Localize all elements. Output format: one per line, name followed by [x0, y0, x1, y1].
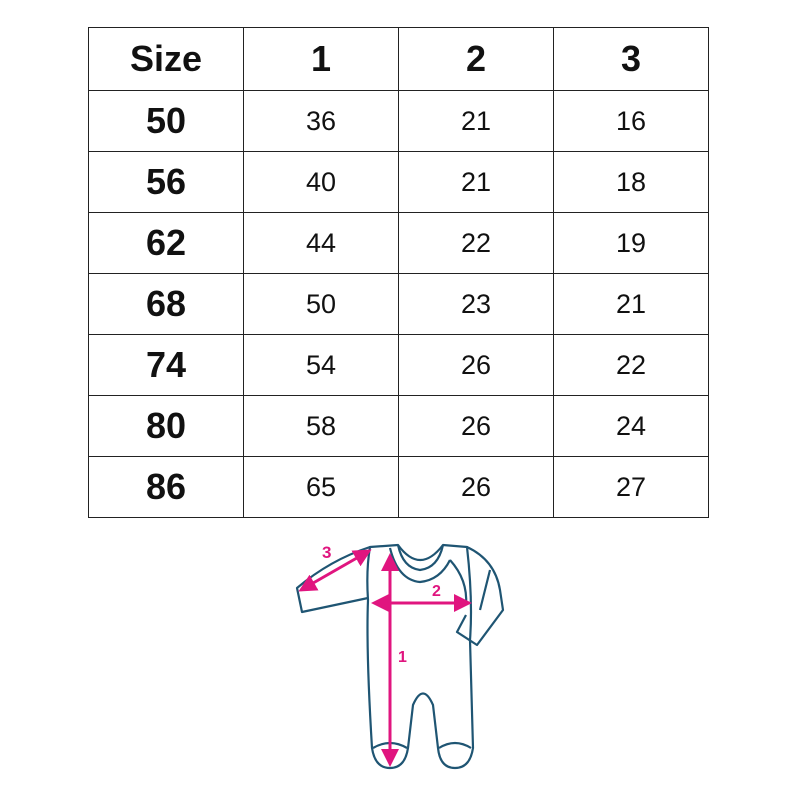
value-cell: 18	[553, 151, 709, 213]
value-cell: 26	[398, 334, 554, 396]
header-size: Size	[88, 27, 244, 91]
value-cell: 22	[553, 334, 709, 396]
value-cell: 23	[398, 273, 554, 335]
value-cell: 22	[398, 212, 554, 274]
value-cell: 58	[243, 395, 399, 457]
header-measure-1: 1	[243, 27, 399, 91]
measurement-arrows	[298, 549, 472, 767]
value-cell: 16	[553, 90, 709, 152]
table-row: 68 50 23 21	[88, 273, 709, 335]
size-cell: 86	[88, 456, 244, 518]
size-cell: 56	[88, 151, 244, 213]
length-label: 1	[398, 649, 407, 666]
size-chart-table: Size 1 2 3 50 36 21 16 56 40 21 18 62 44…	[88, 27, 709, 518]
value-cell: 40	[243, 151, 399, 213]
value-cell: 24	[553, 395, 709, 457]
value-cell: 50	[243, 273, 399, 335]
value-cell: 54	[243, 334, 399, 396]
sleeve-label: 3	[322, 543, 331, 562]
value-cell: 27	[553, 456, 709, 518]
table-row: 50 36 21 16	[88, 90, 709, 152]
value-cell: 26	[398, 456, 554, 518]
value-cell: 65	[243, 456, 399, 518]
table-header-row: Size 1 2 3	[88, 27, 709, 91]
size-cell: 68	[88, 273, 244, 335]
width-label: 2	[432, 583, 441, 600]
size-cell: 62	[88, 212, 244, 274]
table-row: 86 65 26 27	[88, 456, 709, 518]
table-row: 56 40 21 18	[88, 151, 709, 213]
table-row: 80 58 26 24	[88, 395, 709, 457]
size-cell: 80	[88, 395, 244, 457]
table-row: 62 44 22 19	[88, 212, 709, 274]
value-cell: 19	[553, 212, 709, 274]
value-cell: 21	[553, 273, 709, 335]
sleeve-arrow	[298, 549, 372, 592]
